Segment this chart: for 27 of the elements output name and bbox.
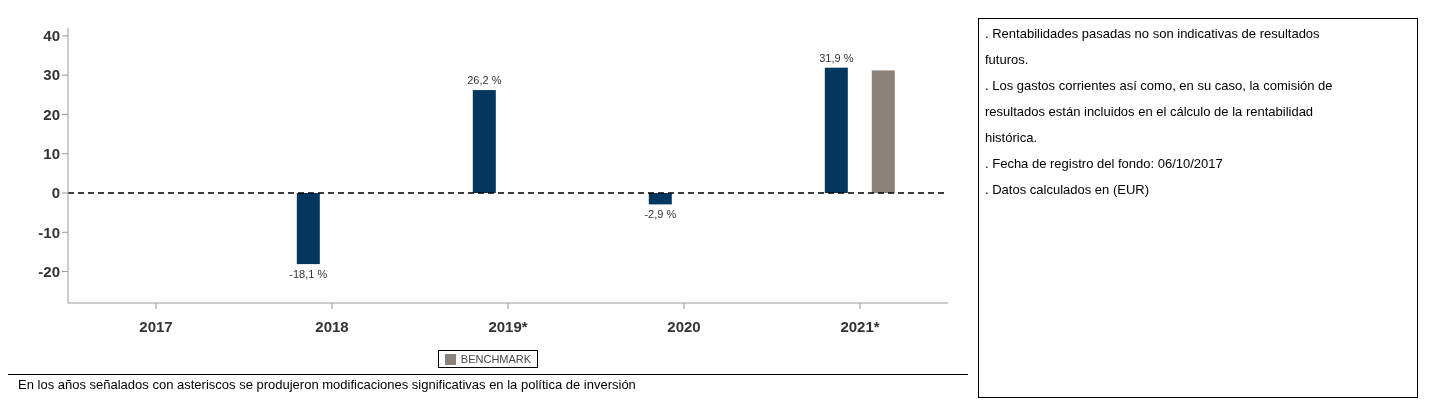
x-tick-label: 2017 [139,317,173,335]
bar [871,70,895,193]
data-label: 31,9 % [819,51,854,64]
bar [824,67,848,193]
text: . Los gastos corrientes así como, en su caso, la comisión de resultados están incluidos en el cálculo de la rentabilidad histórica. [985,77,1334,147]
y-tick-label: 40 [43,27,60,45]
x-tick-label: 2018 [315,317,349,335]
y-tick-label: 0 [51,184,60,202]
text: . Rentabilidades pasadas no son indicativas de resultados futuros. [985,25,1321,69]
legend-label: BENCHMARK [459,353,532,365]
text: En los años señalados con asteriscos se produjeron modificaciones significativas en la política de inversión [8,374,968,394]
text: . Datos calculados en (EUR) [985,181,1150,199]
y-tick-label: 10 [43,145,60,163]
y-tick-label: 20 [43,105,60,123]
bar [472,90,496,193]
data-label: -2,9 % [644,208,677,221]
data-label: -18,1 % [289,268,328,281]
x-tick-label: 2019* [488,317,528,335]
bar [648,193,672,205]
text: . Fecha de registro del fondo: 06/10/2017 [985,155,1224,173]
y-tick-label: -10 [38,223,60,241]
x-tick-label: 2021* [840,317,880,335]
x-tick-label: 2020 [667,317,701,335]
y-tick-label: 30 [43,66,60,84]
data-label: 26,2 % [467,74,502,87]
y-tick-label: -20 [38,262,60,280]
bar [296,193,320,265]
